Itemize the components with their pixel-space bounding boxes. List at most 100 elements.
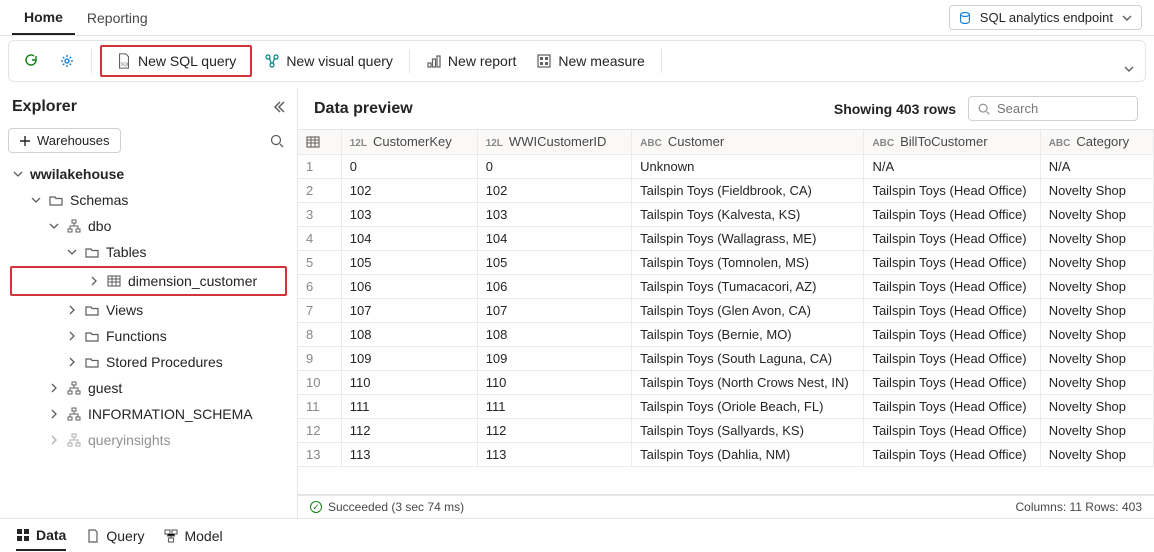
table-row[interactable]: 9109109Tailspin Toys (South Laguna, CA)T… (298, 346, 1154, 370)
row-number: 8 (298, 322, 341, 346)
tree-node-dimension-customer[interactable]: dimension_customer (10, 266, 287, 296)
table-row[interactable]: 13113113Tailspin Toys (Dahlia, NM)Tailsp… (298, 442, 1154, 466)
table-row[interactable]: 2102102Tailspin Toys (Fieldbrook, CA)Tai… (298, 178, 1154, 202)
table-row[interactable]: 3103103Tailspin Toys (Kalvesta, KS)Tails… (298, 202, 1154, 226)
add-warehouses-button[interactable]: Warehouses (8, 128, 121, 153)
table-row[interactable]: 6106106Tailspin Toys (Tumacacori, AZ)Tai… (298, 274, 1154, 298)
table-row[interactable]: 4104104Tailspin Toys (Wallagrass, ME)Tai… (298, 226, 1154, 250)
bottom-tab-data[interactable]: Data (16, 521, 66, 551)
bottom-tab-query[interactable]: Query (86, 522, 144, 550)
new-report-button[interactable]: New report (418, 49, 524, 73)
cell-customer: Tailspin Toys (Tomnolen, MS) (632, 250, 864, 274)
cell-category: Novelty Shop (1040, 394, 1153, 418)
cell-customerkey: 108 (341, 322, 477, 346)
chevron-down-icon (66, 247, 78, 257)
collapse-explorer-button[interactable] (271, 100, 285, 114)
status-bar: ✓ Succeeded (3 sec 74 ms) Columns: 11 Ro… (298, 495, 1154, 518)
cell-wwicustomerid: 108 (477, 322, 631, 346)
bottom-tab-model[interactable]: Model (164, 522, 222, 550)
cell-billtocustomer: Tailspin Toys (Head Office) (864, 322, 1040, 346)
bottom-tabs: Data Query Model (0, 518, 1154, 552)
cell-category: N/A (1040, 154, 1153, 178)
tree-node-lakehouse[interactable]: wwilakehouse (8, 161, 289, 187)
cell-wwicustomerid: 110 (477, 370, 631, 394)
endpoint-dropdown[interactable]: SQL analytics endpoint (949, 5, 1142, 30)
cell-customerkey: 106 (341, 274, 477, 298)
cell-customerkey: 103 (341, 202, 477, 226)
ribbon-expand-icon[interactable] (1123, 63, 1135, 75)
tab-home[interactable]: Home (12, 1, 75, 35)
explorer-tree: wwilakehouse Schemas dbo Tables dimensio (8, 161, 289, 518)
schema-icon (66, 380, 82, 396)
tree-label: guest (88, 380, 122, 396)
cell-category: Novelty Shop (1040, 418, 1153, 442)
tree-label: dbo (88, 218, 111, 234)
row-number-header[interactable] (298, 130, 341, 154)
row-number: 11 (298, 394, 341, 418)
table-row[interactable]: 100UnknownN/AN/A (298, 154, 1154, 178)
cell-customerkey: 113 (341, 442, 477, 466)
bottom-tab-label: Model (184, 528, 222, 544)
cell-billtocustomer: Tailspin Toys (Head Office) (864, 178, 1040, 202)
separator (409, 49, 410, 73)
column-header-customer[interactable]: ABCCustomer (632, 130, 864, 154)
cell-customerkey: 0 (341, 154, 477, 178)
column-header-wwicustomerid[interactable]: 12LWWICustomerID (477, 130, 631, 154)
table-row[interactable]: 10110110Tailspin Toys (North Crows Nest,… (298, 370, 1154, 394)
table-row[interactable]: 5105105Tailspin Toys (Tomnolen, MS)Tails… (298, 250, 1154, 274)
cell-customerkey: 105 (341, 250, 477, 274)
cell-wwicustomerid: 113 (477, 442, 631, 466)
column-header-customerkey[interactable]: 12LCustomerKey (341, 130, 477, 154)
tree-node-views[interactable]: Views (8, 297, 289, 323)
cell-billtocustomer: Tailspin Toys (Head Office) (864, 370, 1040, 394)
chevron-right-icon (48, 409, 60, 419)
folder-icon (48, 192, 64, 208)
tree-node-schemas[interactable]: Schemas (8, 187, 289, 213)
tree-node-guest[interactable]: guest (8, 375, 289, 401)
table-row[interactable]: 7107107Tailspin Toys (Glen Avon, CA)Tail… (298, 298, 1154, 322)
new-measure-button[interactable]: New measure (528, 49, 652, 73)
table-row[interactable]: 11111111Tailspin Toys (Oriole Beach, FL)… (298, 394, 1154, 418)
cell-category: Novelty Shop (1040, 274, 1153, 298)
settings-button[interactable] (51, 49, 83, 73)
table-row[interactable]: 12112112Tailspin Toys (Sallyards, KS)Tai… (298, 418, 1154, 442)
tree-node-queryinsights[interactable]: queryinsights (8, 427, 289, 453)
cell-billtocustomer: Tailspin Toys (Head Office) (864, 442, 1040, 466)
row-number: 10 (298, 370, 341, 394)
tab-reporting[interactable]: Reporting (75, 2, 160, 34)
visual-query-icon (264, 53, 280, 69)
measure-icon (536, 53, 552, 69)
chevron-down-icon (1121, 12, 1133, 24)
tree-node-functions[interactable]: Functions (8, 323, 289, 349)
tree-label: INFORMATION_SCHEMA (88, 406, 253, 422)
column-header-category[interactable]: ABCCategory (1040, 130, 1153, 154)
status-right: Columns: 11 Rows: 403 (1015, 500, 1142, 514)
table-icon (106, 273, 122, 289)
top-tabs: Home Reporting SQL analytics endpoint (0, 0, 1154, 36)
cell-wwicustomerid: 105 (477, 250, 631, 274)
cell-category: Novelty Shop (1040, 322, 1153, 346)
cell-billtocustomer: Tailspin Toys (Head Office) (864, 274, 1040, 298)
chevron-down-icon (48, 221, 60, 231)
tree-node-dbo[interactable]: dbo (8, 213, 289, 239)
row-number: 3 (298, 202, 341, 226)
tree-node-stored-procedures[interactable]: Stored Procedures (8, 349, 289, 375)
new-sql-query-button[interactable]: SQL New SQL query (100, 45, 252, 77)
table-row[interactable]: 8108108Tailspin Toys (Bernie, MO)Tailspi… (298, 322, 1154, 346)
preview-search-box[interactable] (968, 96, 1138, 121)
cell-wwicustomerid: 111 (477, 394, 631, 418)
row-number: 1 (298, 154, 341, 178)
tree-node-information-schema[interactable]: INFORMATION_SCHEMA (8, 401, 289, 427)
column-header-billtocustomer[interactable]: ABCBillToCustomer (864, 130, 1040, 154)
explorer-search-button[interactable] (265, 129, 289, 153)
new-visual-query-button[interactable]: New visual query (256, 49, 401, 73)
data-grid: 12LCustomerKey 12LWWICustomerID ABCCusto… (298, 130, 1154, 467)
explorer-panel: Explorer Warehouses wwilakehouse (0, 88, 298, 518)
tree-node-tables[interactable]: Tables (8, 239, 289, 265)
cell-category: Novelty Shop (1040, 346, 1153, 370)
model-icon (164, 529, 178, 543)
folder-icon (84, 328, 100, 344)
preview-search-input[interactable] (997, 101, 1129, 116)
refresh-button[interactable] (15, 49, 47, 73)
cell-category: Novelty Shop (1040, 202, 1153, 226)
